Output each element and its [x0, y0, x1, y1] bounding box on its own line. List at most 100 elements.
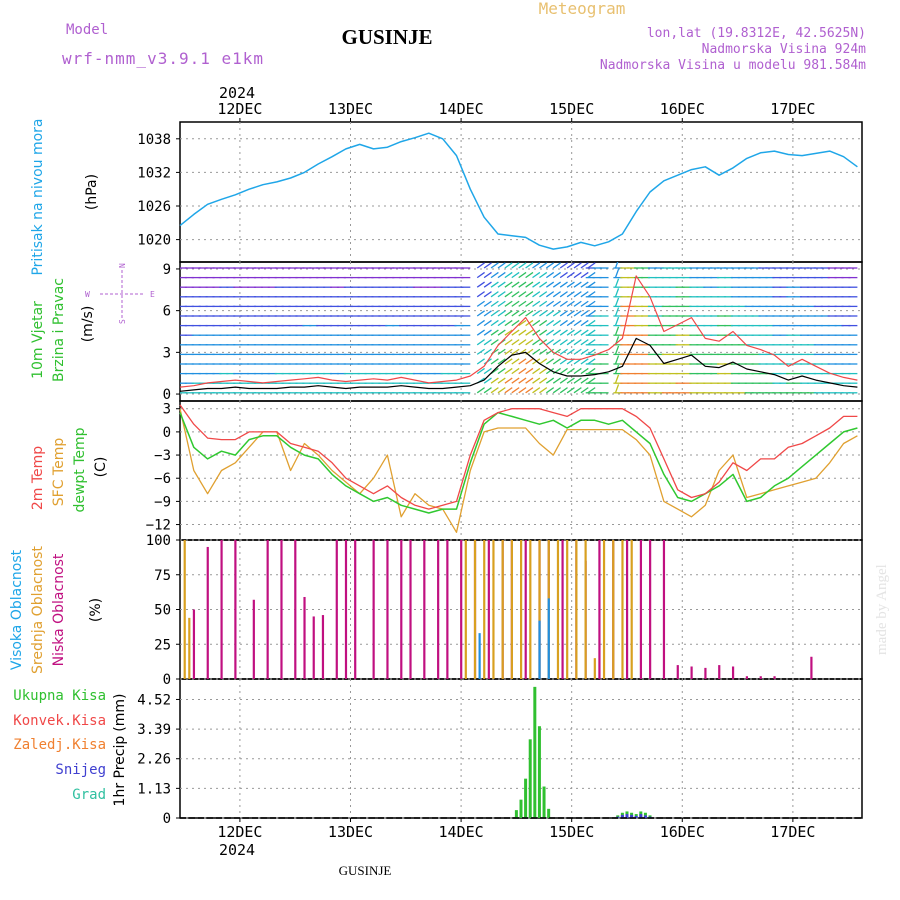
sfc-temp-line — [179, 408, 858, 533]
wind-barb — [490, 310, 499, 317]
low-cloud-bar — [266, 540, 269, 679]
low-cloud-bar — [280, 540, 283, 679]
temperature-panel — [179, 400, 863, 541]
wind-barb — [476, 329, 485, 336]
snow-precip-bar — [639, 814, 643, 818]
watermark: made by Angel — [874, 564, 890, 655]
wind-barb — [566, 291, 575, 298]
low-cloud-bar — [312, 616, 315, 679]
wind-barb — [511, 367, 520, 375]
wind-barb — [504, 358, 513, 365]
wind-barb — [539, 291, 548, 298]
low-cloud-bar — [206, 546, 209, 679]
wind-barb — [511, 310, 520, 317]
wind-barb — [511, 348, 520, 355]
wind-barb — [573, 271, 582, 279]
cloud-unit: (%) — [88, 598, 104, 622]
wind-barb — [532, 339, 541, 346]
wind-barb — [532, 348, 541, 355]
low-cloud-bar — [446, 540, 449, 679]
wind-barb — [518, 339, 527, 346]
wind-barb — [614, 355, 620, 365]
wind-barb — [539, 300, 548, 307]
mid-cloud-bar — [492, 540, 495, 679]
wind-barb — [490, 358, 499, 365]
wind-barb — [511, 300, 520, 307]
snow-precip-bar — [643, 815, 647, 818]
wind-barb — [539, 319, 548, 327]
wind-barb — [532, 319, 541, 327]
wind-barb — [483, 319, 492, 327]
low-cloud-bar — [294, 540, 297, 679]
pressure-ylabel: Pritisak na nivou mora — [30, 118, 46, 275]
wind-barb — [587, 300, 596, 307]
low-cloud-bar — [460, 540, 463, 679]
wind-barb — [525, 367, 534, 375]
wind-barb — [497, 367, 506, 375]
x-tick-label-bottom: 15DEC — [549, 823, 594, 841]
high-cloud-bar — [478, 633, 481, 679]
wind-barb — [566, 367, 575, 375]
wind-barb — [539, 271, 548, 279]
wind-barb — [525, 271, 534, 279]
pressure-panel — [179, 121, 863, 263]
mid-cloud-bar — [575, 540, 578, 679]
wind-barb — [518, 319, 527, 327]
wind-barb — [573, 300, 582, 307]
low-cloud-bar — [372, 540, 375, 679]
wind-barb — [580, 348, 589, 355]
wind-barb — [587, 339, 596, 346]
wind-panel — [179, 261, 863, 402]
wind-barb — [614, 345, 620, 355]
mid-cloud-bar — [520, 540, 523, 679]
low-cloud-bar — [639, 540, 643, 679]
wind-barb — [497, 291, 506, 298]
x-tick-label-bottom: 16DEC — [660, 823, 705, 841]
y-tick-label: 1026 — [137, 199, 171, 215]
wind-barb — [518, 262, 527, 269]
y-tick-label: −12 — [146, 518, 171, 534]
mid-cloud-bar — [538, 540, 541, 679]
low-cloud-bar — [676, 665, 679, 679]
wind-barb — [580, 300, 589, 307]
low-cloud-bar — [252, 599, 255, 679]
snow-precip-bar — [620, 814, 624, 818]
wind-barb — [552, 319, 562, 327]
x-tick-label-top: 17DEC — [770, 100, 815, 118]
wind-barb — [587, 377, 596, 384]
wind-barb — [490, 291, 499, 298]
wind-barb — [483, 367, 492, 375]
wind-barb — [483, 262, 492, 269]
wind-barb — [497, 377, 506, 384]
wind-barb — [545, 281, 555, 288]
wind-barb — [476, 262, 485, 269]
wind-barb — [559, 281, 568, 288]
wind-barb — [518, 329, 527, 336]
wind-barb — [545, 339, 555, 346]
wind-barb — [545, 310, 555, 317]
wind-barb — [566, 281, 575, 288]
low-cloud-bar — [487, 540, 490, 679]
wind-barb — [566, 262, 575, 269]
wind-barb — [587, 291, 596, 298]
wind-barb — [559, 387, 568, 394]
wind-barb — [614, 307, 620, 317]
total-precip-bar — [524, 778, 528, 818]
wind-barb — [525, 291, 534, 298]
x-tick-label-bottom: 12DEC — [217, 823, 262, 841]
y-tick-label: 3 — [163, 345, 171, 361]
wind-barb — [545, 387, 555, 394]
wind-barb — [559, 319, 568, 327]
x-tick-label-bottom: 14DEC — [439, 823, 484, 841]
wind-barb — [614, 268, 620, 278]
x-tick-label-bottom: 13DEC — [328, 823, 373, 841]
low-cloud-bar — [524, 540, 527, 679]
wind-barb — [532, 300, 541, 307]
wind-barb — [511, 387, 520, 394]
wind-barb — [511, 291, 520, 298]
x-tick-label-top: 16DEC — [660, 100, 705, 118]
wind-barb — [490, 300, 499, 307]
wind-barb — [490, 329, 499, 336]
dewpt-temp-line — [179, 411, 858, 514]
mid-cloud-bar — [501, 540, 504, 679]
